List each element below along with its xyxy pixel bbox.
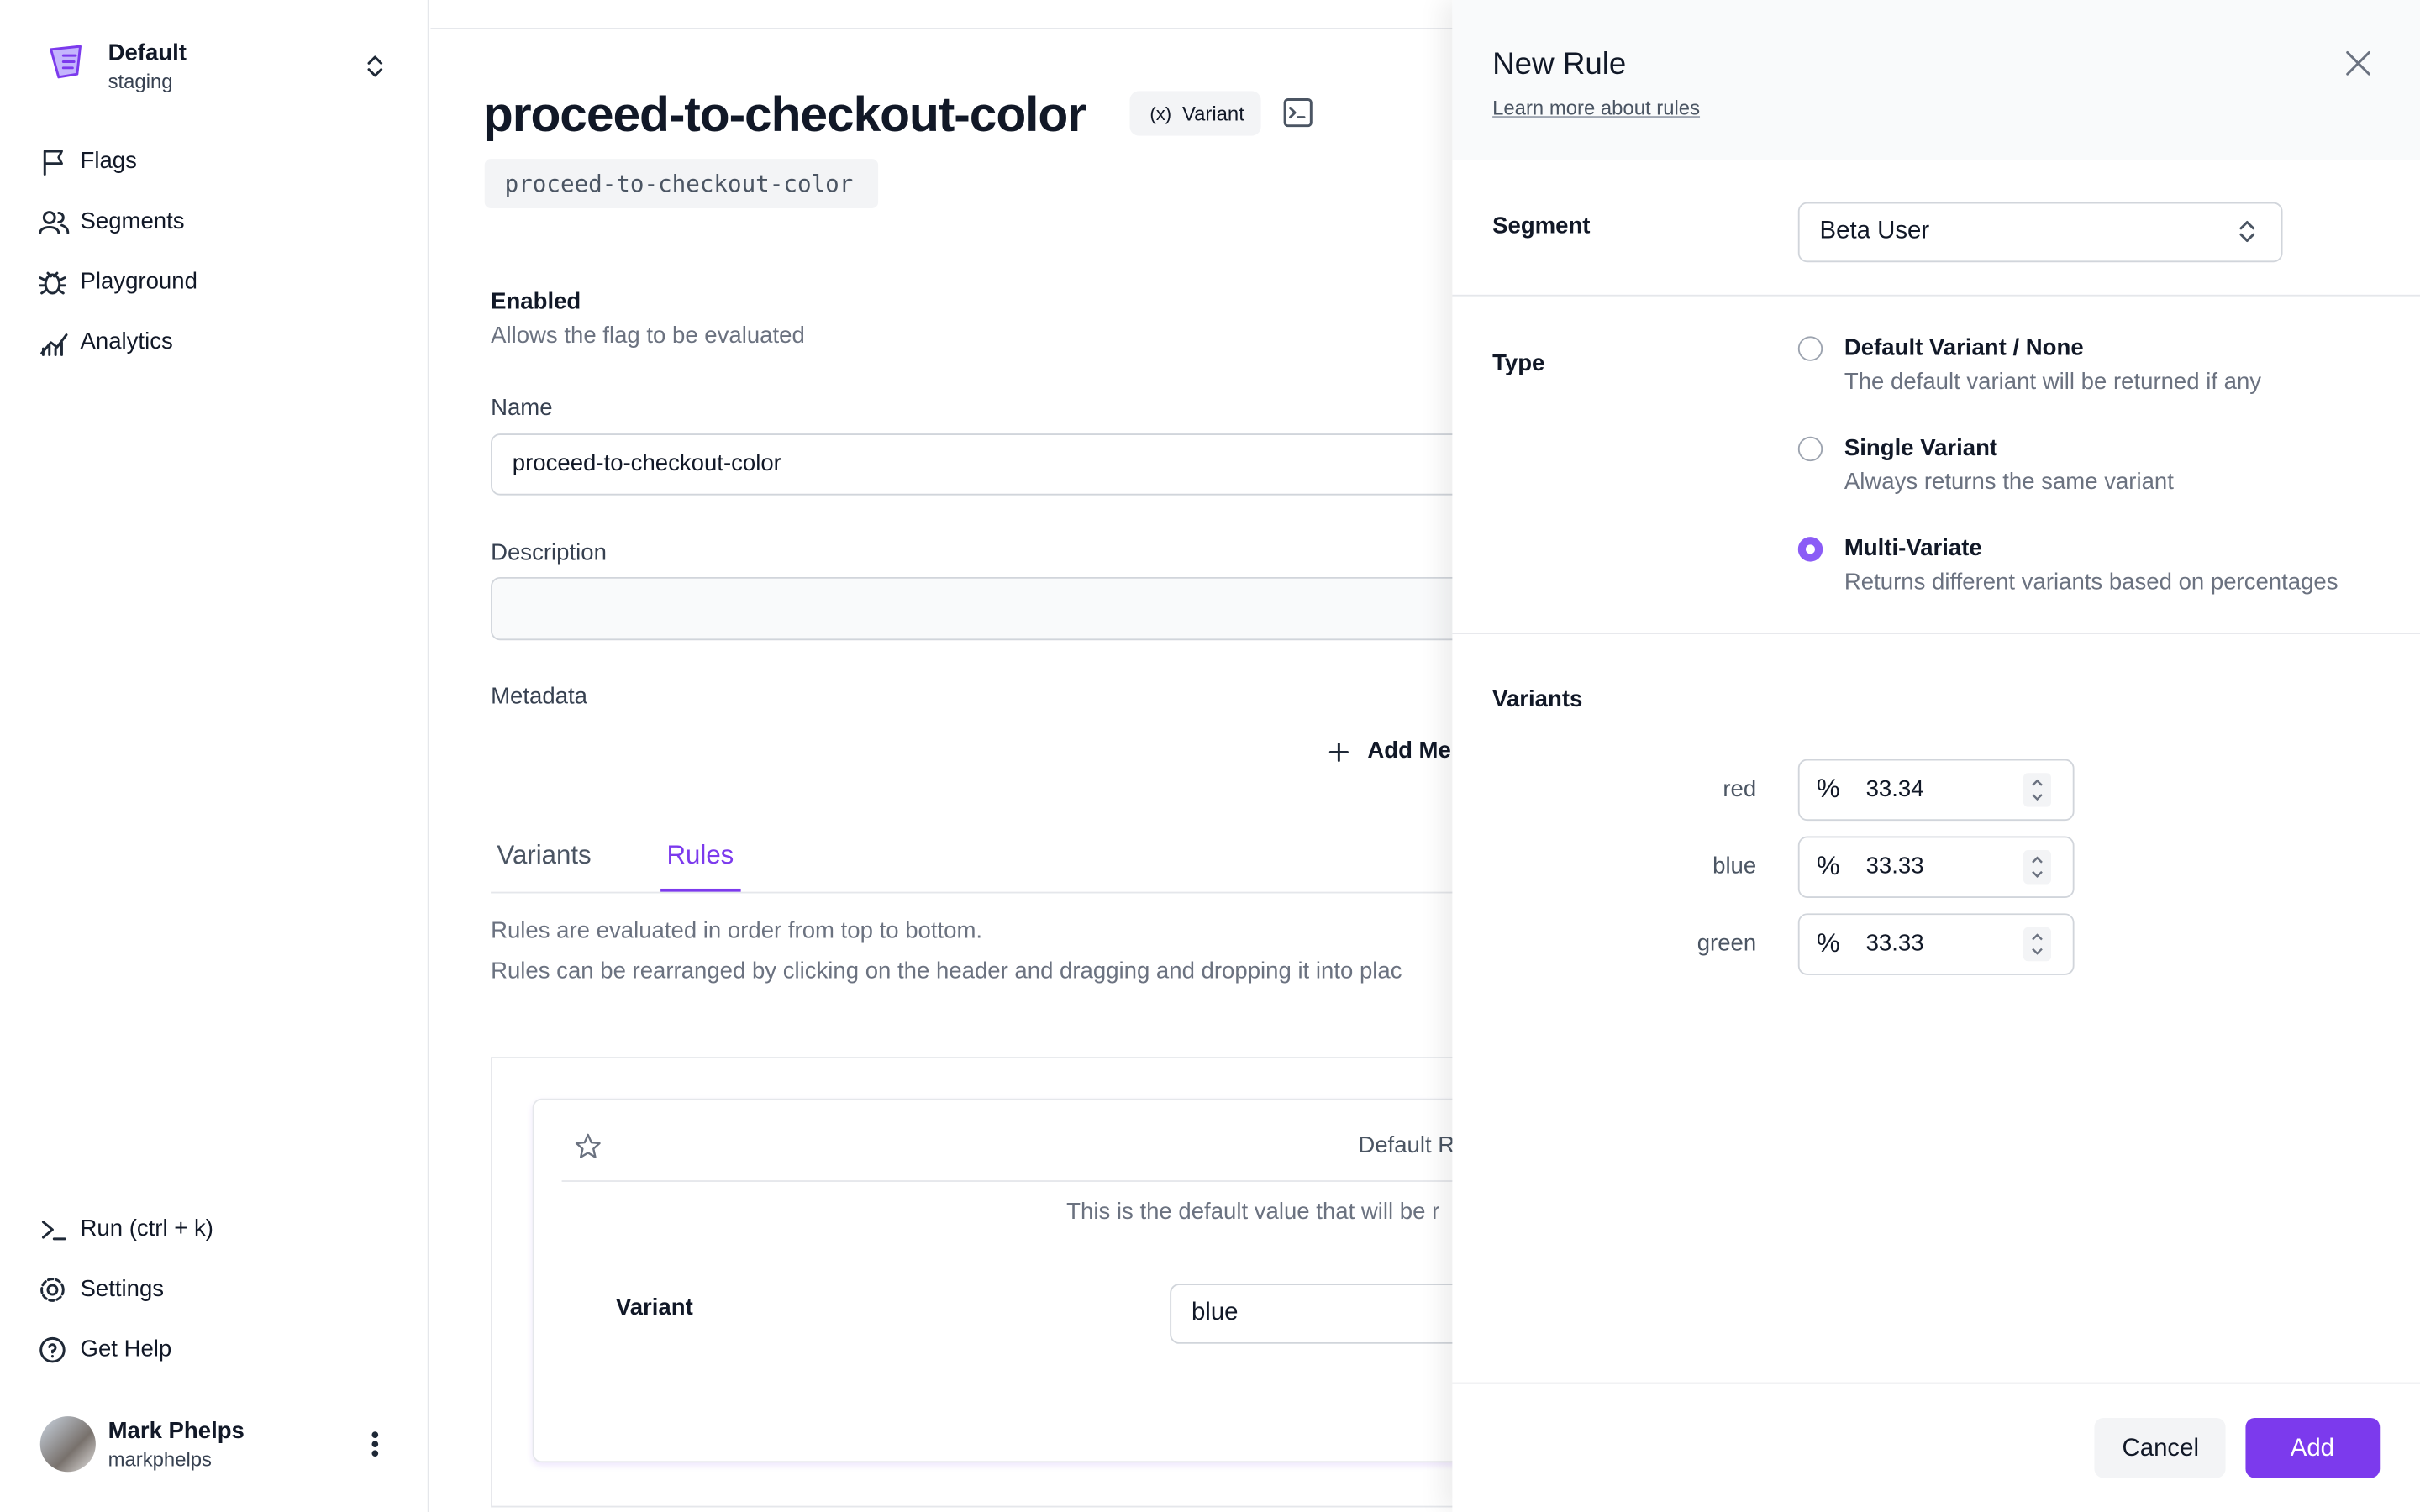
env-name[interactable]: staging [108,70,173,93]
variant-key: red [1723,775,1757,803]
default-rule-desc: This is the default value that will be r [1066,1199,1440,1226]
percent-value[interactable]: 33.34 [1865,775,1924,803]
segment-label: Segment [1492,213,1591,239]
help-icon [39,1336,66,1363]
variant-value[interactable]: blue [1191,1299,1239,1326]
radio[interactable] [1797,336,1823,361]
tab[interactable]: Rules [666,840,734,870]
flag-key: proceed-to-checkout-color [504,170,854,198]
env-switch[interactable] [364,54,386,78]
divider [1452,294,2420,297]
top-border [430,28,1512,29]
variant-key: blue [1712,853,1757,879]
analytics-icon [40,333,68,356]
type-option[interactable]: Single Variant [1844,434,1998,462]
segment-select[interactable] [1797,202,2283,263]
spinner[interactable] [2023,850,2052,885]
type-badge [1129,91,1261,136]
tab[interactable]: Variants [497,840,592,870]
type-option[interactable]: Multi-Variate [1844,535,1982,562]
cancel-text[interactable]: Cancel [2122,1435,2200,1462]
card-divider [561,1180,1612,1182]
type-desc: The default variant will be returned if … [1844,368,2262,396]
settings-icon [40,1278,65,1302]
logo [50,45,82,79]
add-button[interactable] [2245,1417,2381,1478]
user-handle: markphelps [108,1447,213,1471]
enabled-label: Enabled [491,288,581,315]
badge-text: Variant [1181,102,1244,126]
percent-value[interactable]: 33.33 [1865,853,1924,879]
spinner-icon [2032,779,2043,801]
radio[interactable] [1797,537,1823,562]
panel-title: New Rule [1492,47,1627,82]
percent-symbol: % [1816,774,1840,804]
nav-item[interactable]: Analytics [80,328,173,355]
percent-symbol: % [1816,851,1840,881]
avatar [39,1416,96,1473]
user-menu[interactable] [367,1431,382,1458]
variant-key: green [1697,930,1757,957]
type-desc: Always returns the same variant [1844,469,2174,496]
default-rule-title: Default R [1358,1132,1455,1159]
name-value[interactable]: proceed-to-checkout-color [512,450,781,477]
add-metadata[interactable]: Add Me [1367,737,1451,764]
percent-symbol: % [1816,928,1840,958]
console-button[interactable] [1282,97,1313,129]
nav-item[interactable]: Run (ctrl + k) [80,1215,213,1242]
spinner-icon [2032,933,2043,955]
playground-icon [39,271,66,295]
active-tab-underline [660,888,741,892]
enabled-desc: Allows the flag to be evaluated [491,322,805,349]
description-input[interactable] [491,576,1571,641]
metadata-label: Metadata [491,683,587,710]
plus-icon [1328,742,1349,762]
flag-icon [43,150,63,176]
cancel-button[interactable] [2094,1417,2226,1478]
percent-value[interactable]: 33.33 [1865,930,1924,957]
sidebar [0,0,429,1512]
rules-info: Rules are evaluated in order from top to… [491,917,983,945]
name-label: Name [491,395,553,422]
segments-icon [39,211,70,234]
nav-item[interactable]: Flags [80,148,137,175]
nav-item[interactable]: Playground [80,268,197,295]
radio[interactable] [1797,436,1823,462]
variants-label: Variants [1492,686,1583,713]
user-name: Mark Phelps [108,1417,245,1445]
flag-title: proceed-to-checkout-color [482,86,1086,142]
type-label: Type [1492,349,1545,377]
select-chevron [2239,221,2255,243]
description-label: Description [491,539,607,567]
star-icon [575,1133,601,1158]
type-desc: Returns different variants based on perc… [1844,569,2338,596]
nav-item[interactable]: Segments [80,207,185,235]
learn-more-link[interactable]: Learn more about rules [1492,96,1701,119]
nav-item[interactable]: Settings [80,1275,165,1303]
divider [1452,1382,2420,1384]
rules-info: Rules can be rearranged by clicking on t… [491,958,1402,984]
key-box [484,159,879,208]
tabs-border [491,891,1510,894]
panel-header [1452,0,2420,161]
terminal-icon [41,1221,66,1241]
type-option[interactable]: Default Variant / None [1844,334,2084,361]
badge-icon: (x) [1150,102,1172,125]
org-name[interactable]: Default [108,39,187,66]
divider [1452,633,2420,634]
add-text[interactable]: Add [2290,1435,2335,1462]
nav-item[interactable]: Get Help [80,1336,172,1362]
spinner[interactable] [2023,927,2052,962]
segment-value[interactable]: Beta User [1819,218,1930,244]
new-rule-panel: New Rule Learn more about rules Segment … [1452,0,2420,1512]
variant-label: Variant [615,1294,693,1321]
spinner-icon [2032,856,2043,878]
spinner[interactable] [2023,773,2052,807]
close-button[interactable] [2344,50,2372,77]
